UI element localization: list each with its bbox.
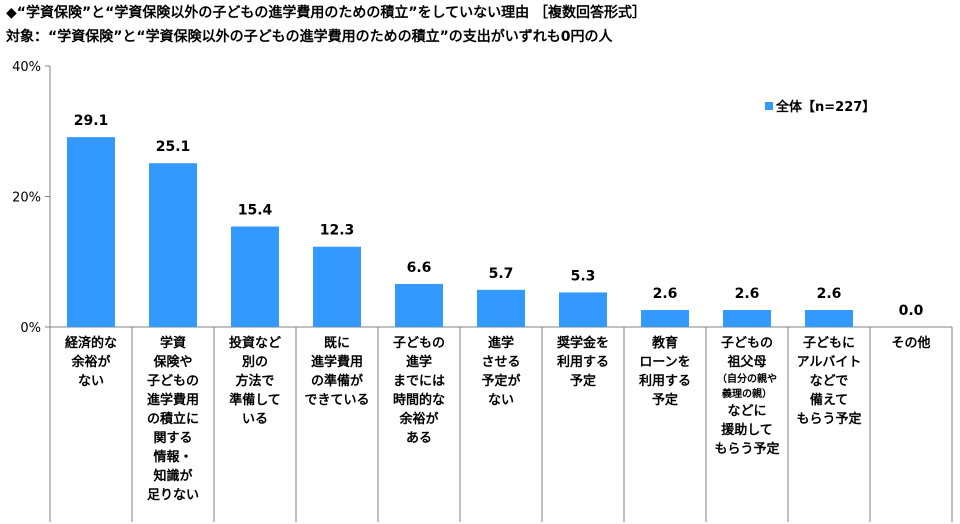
data-label: 29.1 (74, 113, 109, 129)
legend-swatch (765, 102, 773, 110)
bar (395, 283, 443, 327)
x-tick-label: 投資など 別の 方法で 準備して いる (228, 336, 281, 427)
bar (477, 289, 525, 327)
x-tick-label: その他 (891, 336, 931, 351)
x-tick-label: 子どもの 祖父母 （自分の親や 義理の親） などに 援助して もらう予定 (714, 336, 780, 457)
bar (559, 292, 607, 327)
bar (67, 137, 115, 327)
data-label: 2.6 (653, 286, 678, 302)
data-label: 2.6 (817, 286, 842, 302)
legend: 全体【n=227】 (765, 96, 875, 115)
data-label: 2.6 (735, 286, 760, 302)
legend-label: 全体【n=227】 (776, 100, 876, 115)
data-label: 5.3 (571, 268, 596, 284)
bar (313, 246, 361, 327)
bar (805, 310, 853, 327)
x-tick-label: 経済的な 余裕が ない (64, 336, 117, 389)
x-tick-label: 奨学金を 利用する 予定 (556, 336, 609, 389)
x-tick-label: 学資 保険や 子どもの 進学費用 の積立に 関する 情報・ 知識が 足りない (146, 336, 199, 503)
x-tick-label: 教育 ローンを 利用する 予定 (638, 336, 691, 408)
data-label: 6.6 (407, 260, 432, 276)
data-label: 0.0 (899, 303, 924, 319)
bar (723, 310, 771, 327)
bar (231, 226, 279, 327)
data-label: 5.7 (489, 266, 514, 282)
chart-subtitle: 対象：“学資保険”と“学資保険以外の子どもの進学費用のための積立”の支出がいずれ… (6, 29, 613, 45)
bar (641, 310, 689, 327)
y-tick-label: 20% (12, 191, 41, 206)
y-tick-label: 0% (20, 321, 41, 336)
data-label: 15.4 (238, 203, 273, 219)
y-tick-label: 40% (12, 60, 41, 75)
x-tick-label: 既に 進学費用 の準備が できている (304, 336, 370, 408)
x-tick-label: 進学 させる 予定が ない (481, 336, 521, 408)
data-label: 12.3 (320, 223, 355, 239)
x-tick-label: 子どもに アルバイト などで 備えて もらう予定 (796, 336, 862, 427)
chart-title: ◆“学資保険”と“学資保険以外の子どもの進学費用のための積立”をしていない理由 … (6, 5, 647, 21)
x-tick-label: 子どもの 進学 までには 時間的な 余裕が ある (392, 336, 445, 446)
bar (149, 163, 197, 327)
data-label: 25.1 (156, 139, 191, 155)
